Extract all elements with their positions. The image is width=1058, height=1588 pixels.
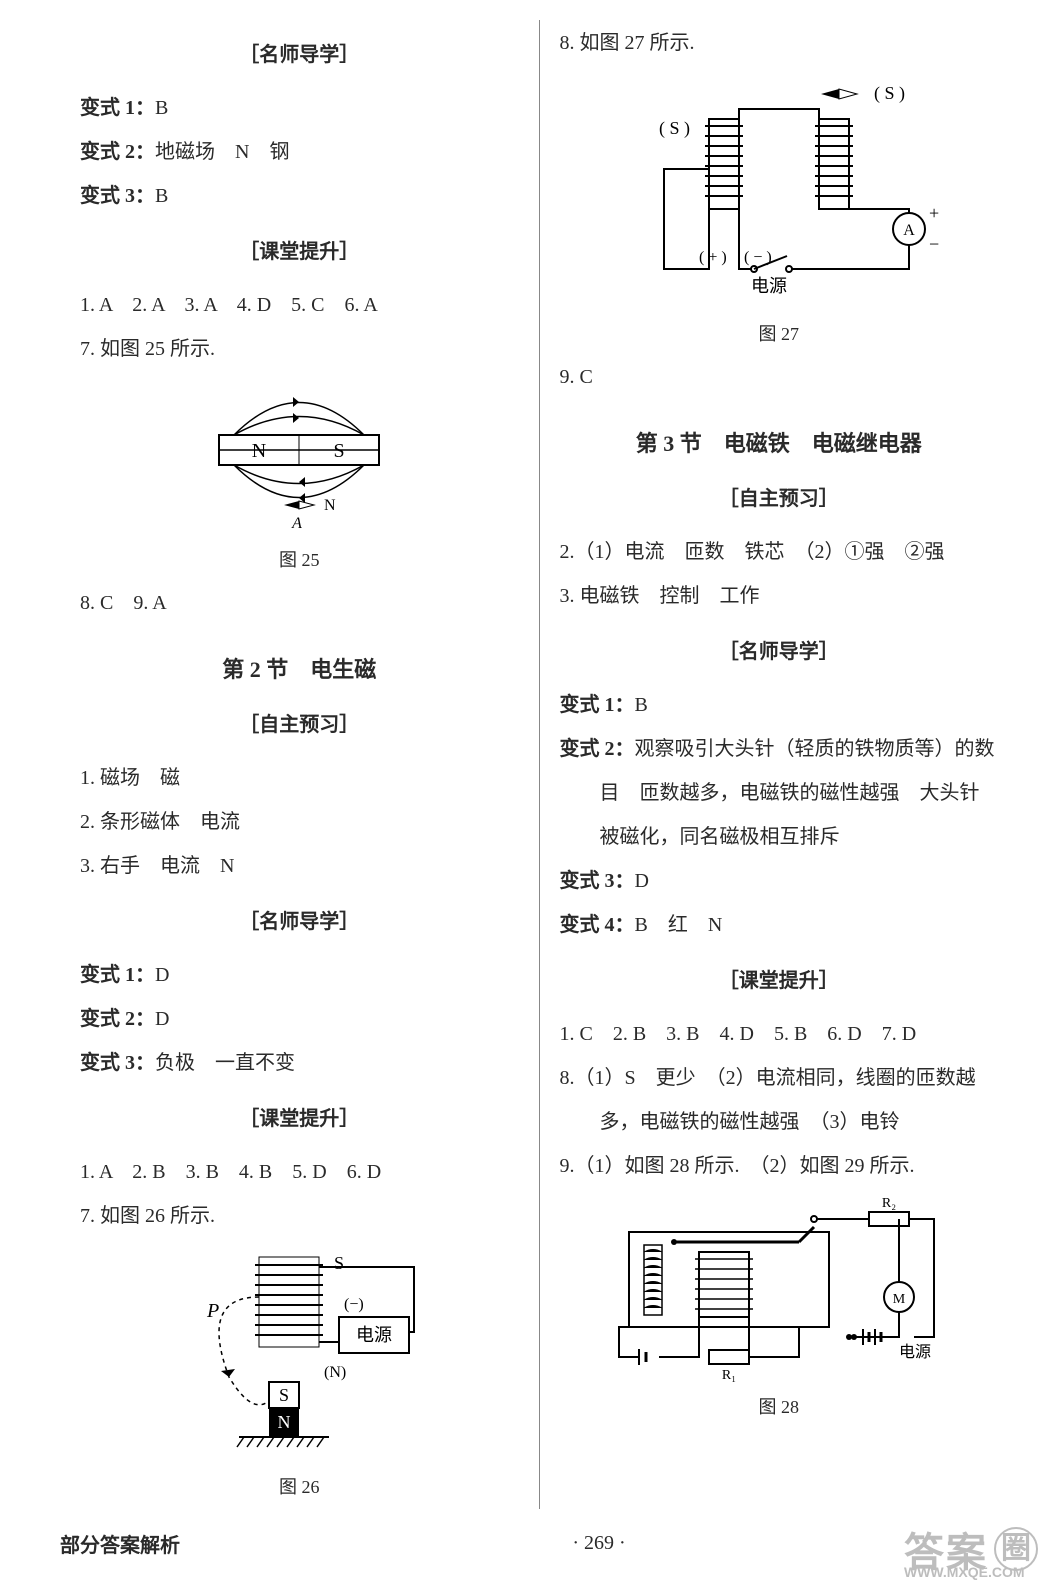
- answer: 地磁场 N 钢: [155, 141, 289, 163]
- answer-line: 变式 2：D: [80, 998, 519, 1040]
- figure-26: S P 电源 (−) (N) S N: [80, 1247, 519, 1499]
- label: 变式 1：: [80, 964, 155, 986]
- answer-line: 7. 如图 26 所示.: [80, 1195, 519, 1237]
- figure-25: N S N A 图 25: [80, 380, 519, 572]
- answer-line: 1. 磁场 磁: [80, 757, 519, 799]
- section-heading: ［课堂提升］: [560, 964, 999, 993]
- motor-label: M: [893, 1292, 906, 1307]
- answer-line: 变式 2：地磁场 N 钢: [80, 131, 519, 173]
- figure-caption: 图 28: [560, 1393, 999, 1419]
- answer-line: 目 匝数越多，电磁铁的磁性越强 大头针: [560, 772, 999, 814]
- answer-line: 多，电磁铁的磁性越强 （3）电铃: [560, 1101, 999, 1143]
- answer-line: 3. 右手 电流 N: [80, 845, 519, 887]
- answer-line: 2. 条形磁体 电流: [80, 801, 519, 843]
- answer-line: 变式 3：负极 一直不变: [80, 1042, 519, 1084]
- answer-line: 9. C: [560, 356, 999, 398]
- answer-line: 变式 1：D: [80, 954, 519, 996]
- label: 变式 2：: [80, 1008, 155, 1030]
- source-label: 电源: [899, 1343, 931, 1361]
- section-heading: ［课堂提升］: [80, 1102, 519, 1131]
- figure-caption: 图 25: [80, 546, 519, 572]
- label: 变式 1：: [560, 694, 635, 716]
- label: 变式 1：: [80, 97, 155, 119]
- answer: B 红 N: [635, 914, 723, 936]
- answer-line: 9.（1）如图 28 所示. （2）如图 29 所示.: [560, 1145, 999, 1187]
- answer-line: 1. A 2. A 3. A 4. D 5. C 6. A: [80, 284, 519, 326]
- answer-line: 变式 4：B 红 N: [560, 904, 999, 946]
- answer-line: 变式 1：B: [560, 684, 999, 726]
- answer-line: 8. 如图 27 所示.: [560, 22, 999, 64]
- answer-line: 变式 2：观察吸引大头针（轻质的铁物质等）的数: [560, 728, 999, 770]
- label: 变式 2：: [80, 141, 155, 163]
- answer: D: [155, 964, 169, 986]
- n-box: N: [278, 1412, 291, 1432]
- answer-line: 3. 电磁铁 控制 工作: [560, 575, 999, 617]
- p-label: P: [206, 1300, 219, 1322]
- answer: 负极 一直不变: [155, 1052, 295, 1074]
- watermark: 答案 圈 WWW.MXQE.COM: [904, 1520, 1038, 1578]
- answer-line: 7. 如图 25 所示.: [80, 328, 519, 370]
- figure-caption: 图 27: [560, 320, 999, 346]
- plus: +: [929, 203, 939, 223]
- label: 变式 3：: [560, 870, 635, 892]
- section-heading: ［课堂提升］: [80, 235, 519, 264]
- ammeter-label: A: [903, 222, 915, 239]
- minus-label: (−): [344, 1296, 364, 1313]
- answer-line: 2.（1）电流 匝数 铁芯 （2）①强 ②强: [560, 531, 999, 573]
- page-number: · 269 ·: [572, 1532, 625, 1555]
- n-paren: (N): [324, 1364, 346, 1381]
- compass-n: N: [324, 497, 336, 514]
- s-label: S: [334, 1253, 344, 1273]
- r1-label: R₁: [722, 1368, 736, 1383]
- section-title: 第 3 节 电磁铁 电磁继电器: [560, 426, 999, 458]
- answer-line: 1. C 2. B 3. B 4. D 5. B 6. D 7. D: [560, 1013, 999, 1055]
- figure-caption: 图 26: [80, 1473, 519, 1499]
- section-heading: ［名师导学］: [80, 905, 519, 934]
- label: 变式 3：: [80, 185, 155, 207]
- footer-label: 部分答案解析: [60, 1529, 180, 1558]
- label: 变式 3：: [80, 1052, 155, 1074]
- figure-27: ( S ) ( S ): [560, 74, 999, 346]
- page-footer: 部分答案解析 · 269 ·: [60, 1529, 1018, 1558]
- section-title: 第 2 节 电生磁: [80, 652, 519, 684]
- minus-label: ( − ): [744, 249, 772, 266]
- point-a: A: [291, 515, 302, 532]
- answer-line: 变式 3：D: [560, 860, 999, 902]
- north-label: N: [252, 440, 266, 462]
- answer-line: 8.（1）S 更少 （2）电流相同，线圈的匝数越: [560, 1057, 999, 1099]
- s-left: ( S ): [659, 118, 690, 139]
- answer-line: 8. C 9. A: [80, 582, 519, 624]
- minus: −: [929, 234, 939, 254]
- section-heading: ［自主预习］: [560, 482, 999, 511]
- south-label: S: [334, 440, 345, 462]
- section-heading: ［自主预习］: [80, 708, 519, 737]
- answer: D: [635, 870, 649, 892]
- figure-28: R₂ M 电源: [560, 1197, 999, 1419]
- answer: D: [155, 1008, 169, 1030]
- section-heading: ［名师导学］: [80, 38, 519, 67]
- answer: 观察吸引大头针（轻质的铁物质等）的数: [635, 738, 995, 760]
- watermark-url: WWW.MXQE.COM: [904, 1564, 1025, 1580]
- r2-label: R₂: [882, 1197, 896, 1211]
- source-label: 电源: [751, 276, 787, 296]
- answer-line: 变式 3：B: [80, 175, 519, 217]
- s-box: S: [279, 1385, 289, 1405]
- label: 变式 4：: [560, 914, 635, 936]
- answer-line: 1. A 2. B 3. B 4. B 5. D 6. D: [80, 1151, 519, 1193]
- answer-line: 变式 1：B: [80, 87, 519, 129]
- s-top: ( S ): [874, 83, 905, 104]
- section-heading: ［名师导学］: [560, 635, 999, 664]
- answer: B: [155, 97, 168, 119]
- label: 变式 2：: [560, 738, 635, 760]
- source-label: 电源: [356, 1325, 392, 1345]
- plus-label: ( + ): [699, 249, 727, 266]
- answer: B: [155, 185, 168, 207]
- answer: B: [635, 694, 648, 716]
- answer-line: 被磁化，同名磁极相互排斥: [560, 816, 999, 858]
